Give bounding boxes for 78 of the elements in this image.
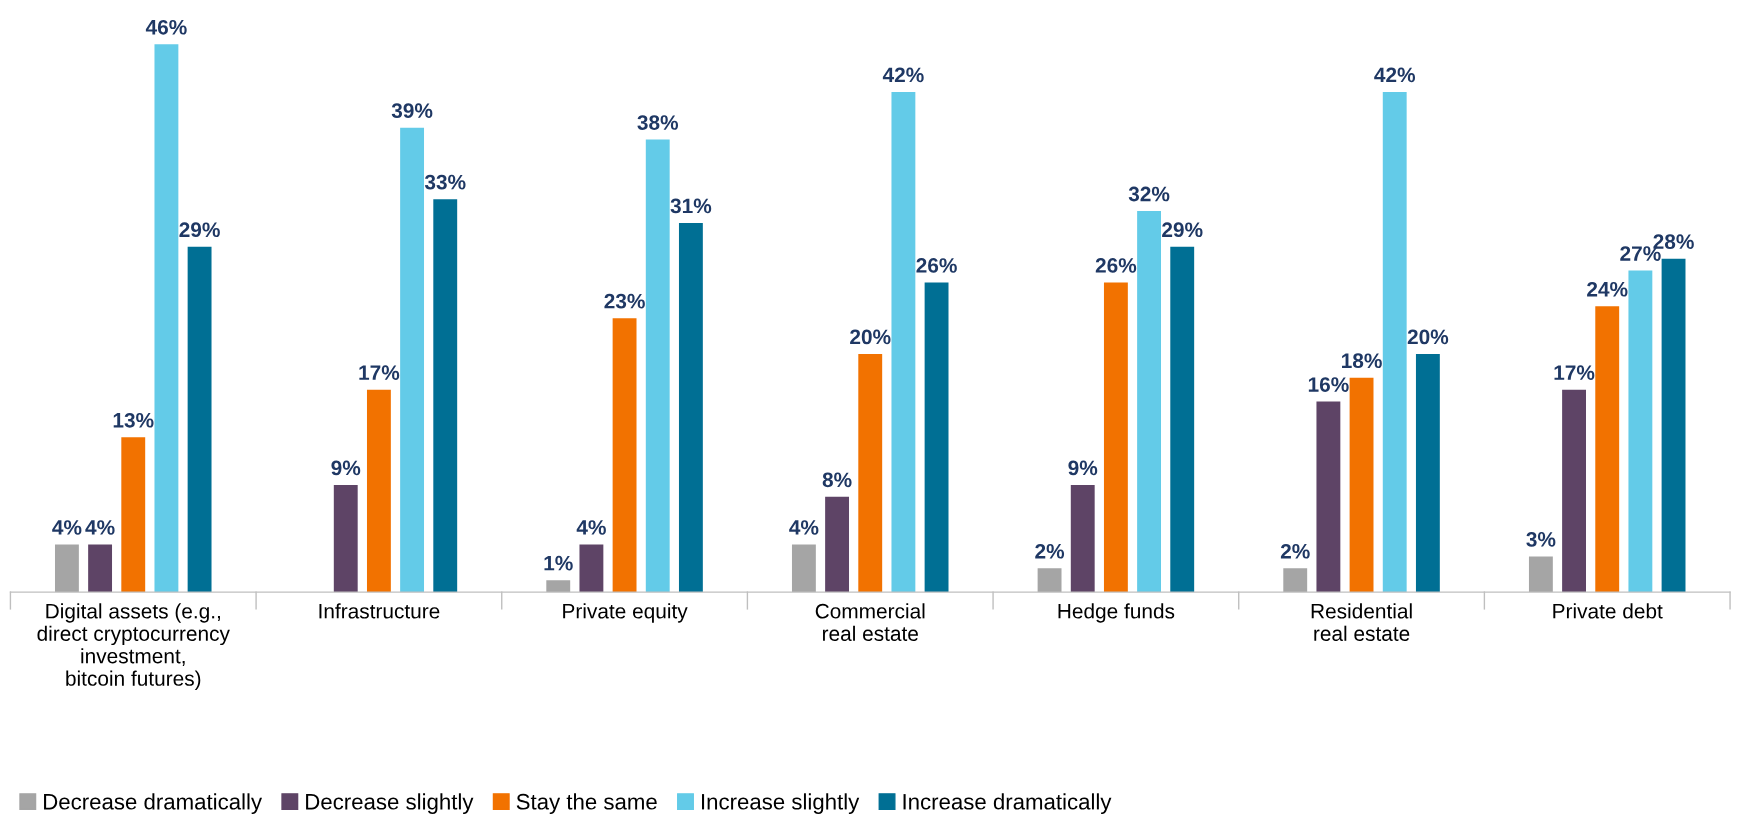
data-label: 4% <box>52 520 82 535</box>
data-label: 39% <box>391 103 433 119</box>
x-tick-label: Residential real estate <box>1311 603 1412 641</box>
data-label: 26% <box>916 258 957 273</box>
data-label: 23% <box>604 293 645 309</box>
bar <box>1415 353 1440 593</box>
data-label: 29% <box>179 222 220 238</box>
data-label: 4% <box>576 520 606 535</box>
bar <box>1103 282 1128 593</box>
data-label: 46% <box>145 19 187 35</box>
bar <box>546 580 571 593</box>
bar <box>154 44 179 593</box>
bar <box>1661 258 1686 593</box>
data-label: 3% <box>1526 531 1556 547</box>
data-label: 1% <box>544 555 573 571</box>
data-label: 4% <box>789 520 819 535</box>
legend-label: Decrease dramatically <box>44 793 263 814</box>
bar <box>54 544 79 593</box>
data-label: 4% <box>85 520 115 535</box>
x-tick-label: Private equity <box>563 603 688 623</box>
data-label: 20% <box>850 329 891 345</box>
data-label: 8% <box>822 472 852 488</box>
bar <box>1628 270 1653 593</box>
bar <box>1137 211 1161 593</box>
bar <box>1170 246 1195 593</box>
bar <box>1382 91 1407 593</box>
bar <box>1562 389 1586 593</box>
data-label: 16% <box>1308 377 1349 392</box>
data-label: 42% <box>882 67 924 83</box>
data-label: 2% <box>1035 543 1065 559</box>
data-label: 26% <box>1095 258 1137 273</box>
x-tick-label: Hedge funds <box>1058 603 1175 623</box>
data-label: 17% <box>359 365 400 380</box>
bar <box>825 496 850 593</box>
bar <box>1595 306 1620 593</box>
bar <box>645 139 670 593</box>
bar <box>924 282 949 593</box>
legend-label: Increase dramatically <box>903 793 1112 814</box>
data-label: 29% <box>1162 222 1203 238</box>
bar <box>579 544 604 593</box>
legend-label: Decrease slightly <box>306 793 474 814</box>
bar <box>1037 568 1062 593</box>
bar <box>1349 377 1374 593</box>
data-label: 17% <box>1554 365 1595 380</box>
bar <box>791 544 816 593</box>
bar <box>187 246 212 593</box>
data-label: 9% <box>1068 460 1098 476</box>
data-label: 31% <box>670 198 712 214</box>
data-label: 38% <box>637 115 679 130</box>
bar <box>1070 484 1095 593</box>
data-label: 24% <box>1587 281 1628 297</box>
bar <box>433 199 458 593</box>
x-tick-label: Private debt <box>1553 603 1663 619</box>
bar <box>400 127 425 593</box>
data-label: 20% <box>1407 329 1449 345</box>
bar <box>678 222 703 593</box>
data-label: 2% <box>1280 543 1310 559</box>
bar <box>858 353 883 593</box>
x-tick-label: Digital assets (e.g., direct cryptocurrency investment, bitcoin futures) <box>37 603 230 690</box>
bar <box>88 544 113 593</box>
data-label: 13% <box>113 412 154 428</box>
data-label: 18% <box>1342 353 1382 369</box>
bar <box>333 484 358 593</box>
data-label: 32% <box>1128 186 1170 202</box>
bar <box>612 318 637 593</box>
bar <box>121 437 146 593</box>
data-label: 42% <box>1374 67 1416 83</box>
x-tick-label: Infrastructure <box>319 603 440 619</box>
data-label: 9% <box>331 460 361 476</box>
bar <box>1528 556 1553 593</box>
data-label: 33% <box>424 174 466 190</box>
bar <box>1316 401 1341 593</box>
x-tick-label: Commercial real estate <box>815 603 925 641</box>
legend-label: Stay the same <box>516 793 657 814</box>
bar <box>891 91 916 593</box>
bar <box>366 389 391 593</box>
bar <box>1283 568 1308 593</box>
legend-label: Increase slightly <box>702 793 860 814</box>
